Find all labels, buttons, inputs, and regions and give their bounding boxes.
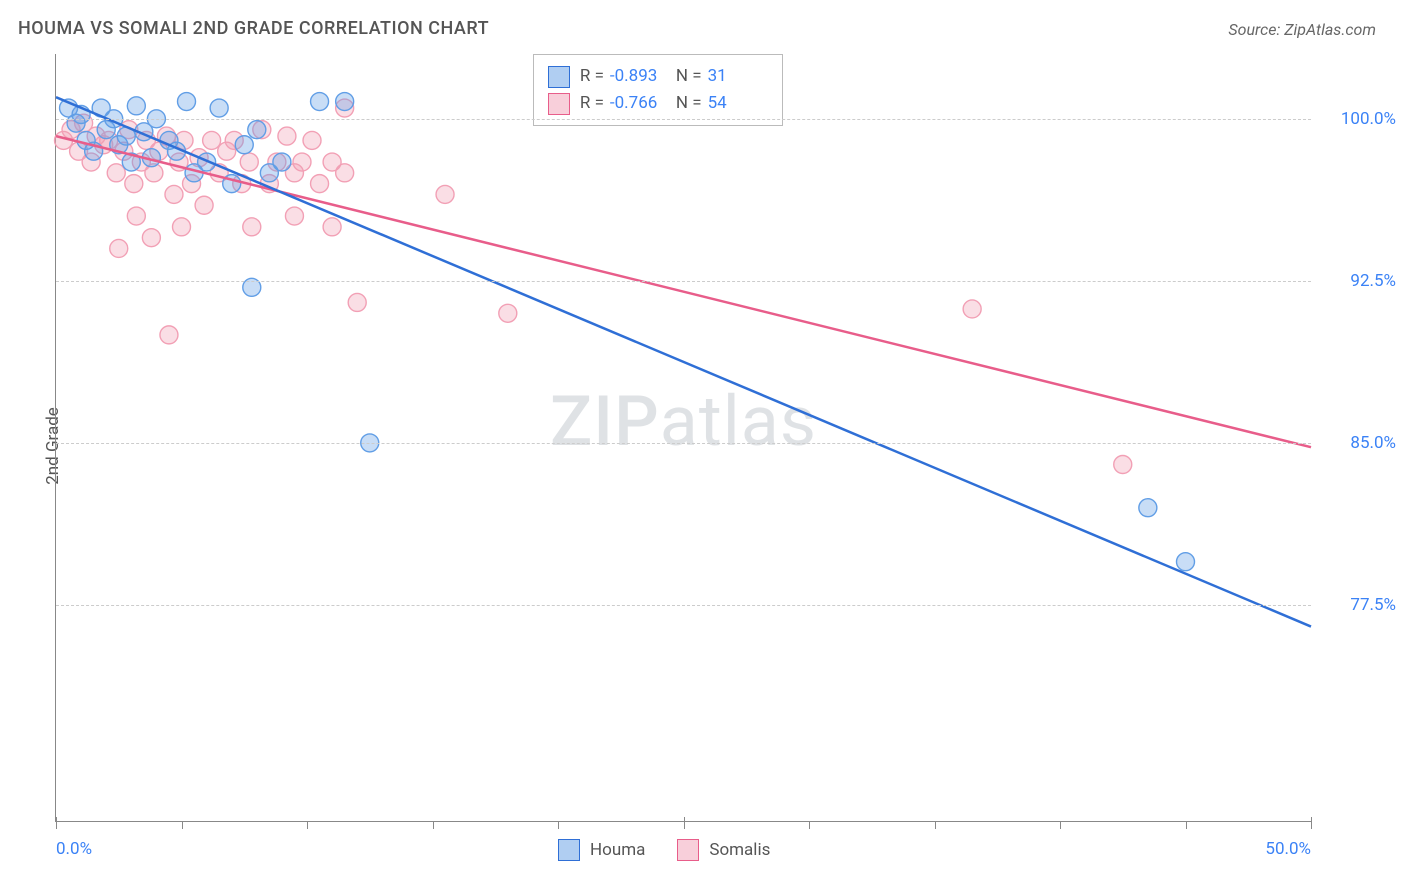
houma-swatch-icon [558, 839, 580, 861]
r-label: R = [580, 90, 604, 117]
data-point [499, 304, 517, 322]
x-tick-label: 0.0% [56, 839, 92, 859]
data-point [235, 136, 253, 154]
x-tick [1060, 821, 1061, 829]
data-point [248, 121, 266, 139]
data-point [125, 175, 143, 193]
data-point [436, 185, 454, 203]
data-point [243, 218, 261, 236]
data-point [336, 93, 354, 111]
gridline [56, 281, 1311, 282]
data-point [336, 164, 354, 182]
n-label: N = [676, 90, 702, 117]
data-point [110, 239, 128, 257]
x-tick [809, 821, 810, 829]
x-tick [684, 817, 685, 829]
x-tick-label: 50.0% [1265, 839, 1311, 859]
legend-item-houma: Houma [558, 839, 645, 861]
data-point [303, 131, 321, 149]
data-point [963, 300, 981, 318]
x-tick [1186, 821, 1187, 829]
y-tick-label: 85.0% [1321, 433, 1396, 453]
data-point [165, 185, 183, 203]
data-point [178, 93, 196, 111]
data-point [142, 229, 160, 247]
data-point [203, 131, 221, 149]
data-point [273, 153, 291, 171]
data-point [285, 207, 303, 225]
y-tick-label: 92.5% [1321, 271, 1396, 291]
gridline [56, 119, 1311, 120]
houma-n-value: 31 [708, 63, 768, 90]
x-tick [56, 817, 57, 829]
source-label: Source: ZipAtlas.com [1228, 20, 1376, 39]
scatter-svg [56, 54, 1311, 821]
plot-area: ZIPatlas R = -0.893 N = 31 R = -0.766 N … [55, 54, 1311, 822]
data-point [293, 153, 311, 171]
x-tick [307, 821, 308, 829]
data-point [127, 97, 145, 115]
data-point [240, 153, 258, 171]
data-point [160, 326, 178, 344]
data-point [127, 207, 145, 225]
gridline [56, 443, 1311, 444]
data-point [311, 93, 329, 111]
y-tick-label: 77.5% [1321, 595, 1396, 615]
data-point [348, 293, 366, 311]
somali-series-label: Somalis [709, 840, 770, 860]
data-point [1177, 553, 1195, 571]
somali-swatch-icon [548, 93, 570, 115]
y-tick-label: 100.0% [1321, 109, 1396, 129]
chart-container: HOUMA VS SOMALI 2ND GRADE CORRELATION CH… [0, 0, 1406, 892]
x-tick [433, 821, 434, 829]
n-label: N = [676, 63, 702, 90]
data-point [311, 175, 329, 193]
somali-r-value: -0.766 [610, 90, 670, 117]
legend-item-somali: Somalis [677, 839, 770, 861]
somali-swatch-icon [677, 839, 699, 861]
gridline [56, 605, 1311, 606]
data-point [107, 164, 125, 182]
data-point [323, 218, 341, 236]
x-tick [1311, 817, 1312, 829]
houma-series-label: Houma [590, 840, 645, 860]
data-point [210, 99, 228, 117]
trend-line [56, 97, 1311, 626]
legend-correlation: R = -0.893 N = 31 R = -0.766 N = 54 [533, 54, 783, 126]
data-point [1114, 456, 1132, 474]
data-point [173, 218, 191, 236]
x-tick [558, 821, 559, 829]
r-label: R = [580, 63, 604, 90]
data-point [278, 127, 296, 145]
chart-title: HOUMA VS SOMALI 2ND GRADE CORRELATION CH… [18, 18, 489, 39]
data-point [195, 196, 213, 214]
legend-series: Houma Somalis [558, 839, 770, 861]
x-tick [935, 821, 936, 829]
x-tick [182, 821, 183, 829]
somali-n-value: 54 [708, 90, 768, 117]
data-point [1139, 499, 1157, 517]
legend-row-houma: R = -0.893 N = 31 [548, 63, 768, 90]
houma-r-value: -0.893 [610, 63, 670, 90]
legend-row-somali: R = -0.766 N = 54 [548, 90, 768, 117]
houma-swatch-icon [548, 66, 570, 88]
